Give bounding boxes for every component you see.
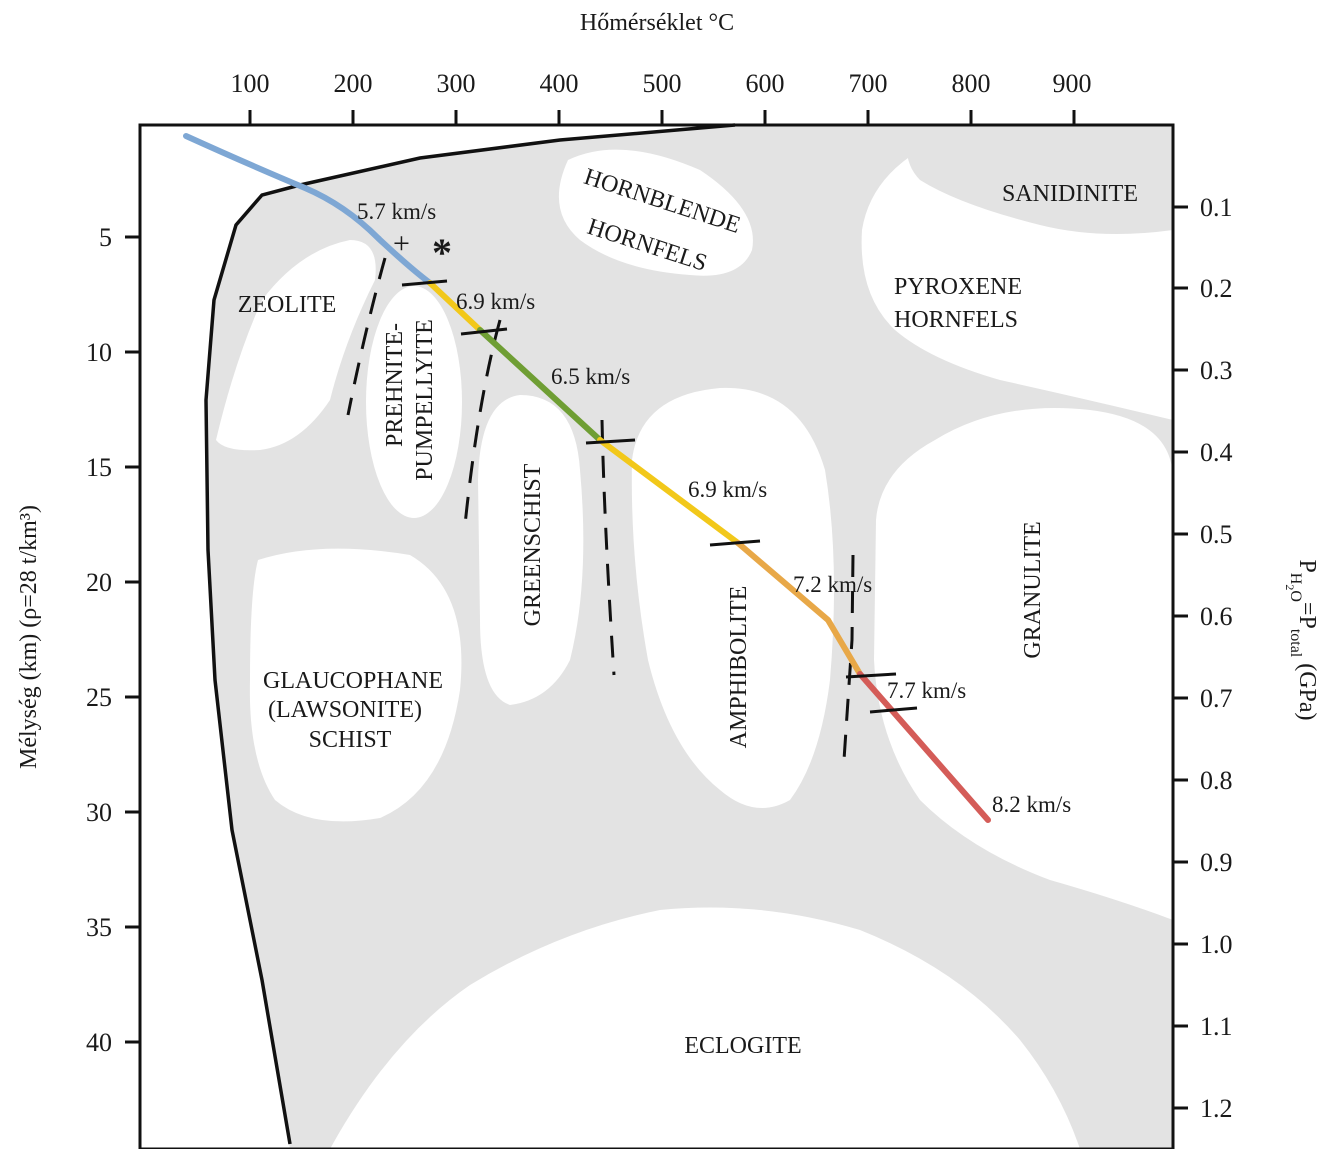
depth-axis-title: Mélység (km) (ρ=28 t/km³) — [16, 505, 42, 769]
velocity-boundary-bars — [401, 279, 918, 714]
pressure-tick-label: 0.4 — [1200, 438, 1233, 467]
facies-label-zeolite: ZEOLITE — [238, 292, 337, 318]
facies-gaps — [140, 125, 1173, 1149]
depth-tick-label: 40 — [86, 1028, 112, 1057]
plus-marker: + — [393, 227, 410, 260]
temperature-tick-label: 200 — [334, 69, 373, 98]
geotherm-segment-yellow-1 — [427, 280, 483, 333]
facies-label-pyroxene-hornfels-1: PYROXENE — [894, 274, 1022, 300]
temperature-axis-title: Hőmérséklet °C — [580, 10, 734, 36]
pressure-tick-label: 0.5 — [1200, 520, 1233, 549]
velocity-label: 8.2 km/s — [992, 792, 1071, 817]
pressure-tick-label: 0.8 — [1200, 766, 1233, 795]
geotherm-segment-yellow-2 — [597, 437, 741, 546]
depth-tick-label: 35 — [86, 913, 112, 942]
plot-frame — [138, 123, 1175, 1149]
temperature-axis — [248, 110, 1076, 125]
facies-label-granulite: GRANULITE — [1020, 521, 1046, 658]
pressure-tick-label: 1.0 — [1200, 930, 1233, 959]
facies-label-prehnite: PREHNITE- — [382, 323, 408, 447]
temperature-tick-label: 400 — [540, 69, 579, 98]
pressure-axis — [1173, 205, 1188, 1110]
depth-tick-label: 25 — [86, 683, 112, 712]
star-marker: * — [432, 230, 452, 275]
velocity-label: 7.7 km/s — [887, 678, 966, 703]
facies-label-glaucophane: GLAUCOPHANE — [263, 668, 443, 694]
metamorphism-limit-curve — [204, 123, 736, 1145]
depth-tick-label: 5 — [99, 223, 112, 252]
temperature-tick-label: 500 — [643, 69, 682, 98]
velocity-label: 5.7 km/s — [357, 199, 436, 224]
facies-label-schist: SCHIST — [309, 727, 392, 753]
facies-label-amphibolite: AMPHIBOLITE — [726, 586, 752, 749]
facies-label-greenschist: GREENSCHIST — [520, 463, 546, 626]
pressure-tick-label: 0.7 — [1200, 684, 1233, 713]
facies-label-sanidinite: SANIDINITE — [1002, 181, 1138, 207]
geotherm-segment-orange — [735, 540, 863, 677]
facies-label-pumpellyite: PUMPELLYITE — [412, 319, 438, 481]
facies-label-pyroxene-hornfels-2: HORNFELS — [894, 307, 1018, 333]
temperature-tick-label: 600 — [746, 69, 785, 98]
temperature-tick-label: 900 — [1053, 69, 1092, 98]
geotherm — [183, 133, 991, 823]
depth-tick-label: 10 — [86, 338, 112, 367]
pressure-tick-label: 1.1 — [1200, 1012, 1233, 1041]
depth-tick-label: 30 — [86, 798, 112, 827]
depth-tick-label: 15 — [86, 453, 112, 482]
velocity-label: 6.5 km/s — [551, 364, 630, 389]
temperature-tick-label: 700 — [849, 69, 888, 98]
pressure-tick-label: 1.2 — [1200, 1094, 1233, 1123]
velocity-label: 6.9 km/s — [688, 477, 767, 502]
pressure-tick-label: 0.1 — [1200, 193, 1233, 222]
facies-label-lawsonite: (LAWSONITE) — [268, 697, 422, 723]
velocity-labels: 5.7 km/s 6.9 km/s 6.5 km/s 6.9 km/s 7.2 … — [357, 199, 1071, 817]
depth-tick-label: 20 — [86, 568, 112, 597]
pressure-axis-title: PH2O=Ptotal (GPa) — [1283, 559, 1320, 720]
temperature-tick-label: 300 — [437, 69, 476, 98]
pressure-tick-label: 0.2 — [1200, 274, 1233, 303]
pressure-tick-label: 0.9 — [1200, 848, 1233, 877]
velocity-label: 6.9 km/s — [456, 289, 535, 314]
pressure-tick-label: 0.3 — [1200, 356, 1233, 385]
geotherm-segment-red — [857, 671, 991, 823]
depth-axis — [125, 235, 140, 1044]
geotherm-segment-blue — [183, 133, 433, 286]
geotherm-segment-green — [477, 327, 603, 443]
facies-label-eclogite: ECLOGITE — [684, 1033, 801, 1059]
temperature-tick-label: 100 — [231, 69, 270, 98]
pressure-tick-label: 0.6 — [1200, 602, 1233, 631]
velocity-label: 7.2 km/s — [793, 572, 872, 597]
temperature-tick-label: 800 — [952, 69, 991, 98]
